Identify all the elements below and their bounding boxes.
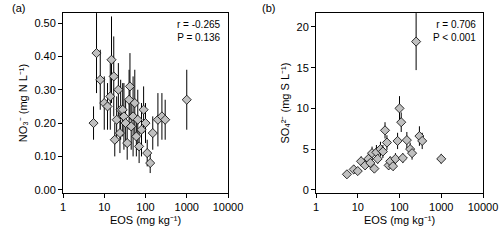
svg-text:SO₄²⁻ (mg S L⁻¹): SO₄²⁻ (mg S L⁻¹) xyxy=(279,63,291,144)
svg-text:(b): (b) xyxy=(262,2,275,14)
svg-text:0.20: 0.20 xyxy=(34,117,55,129)
svg-text:r = -0.265P = 0.136: r = -0.265P = 0.136 xyxy=(177,19,221,43)
svg-text:r = 0.706P < 0.001: r = 0.706P < 0.001 xyxy=(433,19,476,43)
svg-text:10000: 10000 xyxy=(468,201,499,213)
svg-text:NO₃⁻ (mg N L⁻¹): NO₃⁻ (mg N L⁻¹) xyxy=(17,64,29,142)
svg-text:5: 5 xyxy=(303,143,309,155)
svg-text:EOS (mg kg⁻¹): EOS (mg kg⁻¹) xyxy=(110,214,181,226)
svg-text:1: 1 xyxy=(313,201,319,213)
svg-text:10000: 10000 xyxy=(213,201,244,213)
svg-text:0.50: 0.50 xyxy=(34,17,55,29)
svg-text:20: 20 xyxy=(297,21,309,33)
svg-text:15: 15 xyxy=(297,62,309,74)
svg-text:0.10: 0.10 xyxy=(34,150,55,162)
svg-text:1000: 1000 xyxy=(175,201,199,213)
svg-text:1000: 1000 xyxy=(429,201,453,213)
svg-text:0.30: 0.30 xyxy=(34,84,55,96)
svg-text:10: 10 xyxy=(98,201,110,213)
svg-text:0.40: 0.40 xyxy=(34,50,55,62)
svg-text:EOS (mg kg⁻¹): EOS (mg kg⁻¹) xyxy=(364,214,435,226)
svg-text:100: 100 xyxy=(390,201,408,213)
svg-text:(a): (a) xyxy=(12,2,25,14)
svg-text:0.00: 0.00 xyxy=(34,184,55,196)
svg-text:0: 0 xyxy=(303,184,309,196)
svg-text:1: 1 xyxy=(60,201,66,213)
svg-text:100: 100 xyxy=(136,201,154,213)
svg-text:10: 10 xyxy=(297,102,309,114)
svg-text:10: 10 xyxy=(352,201,364,213)
